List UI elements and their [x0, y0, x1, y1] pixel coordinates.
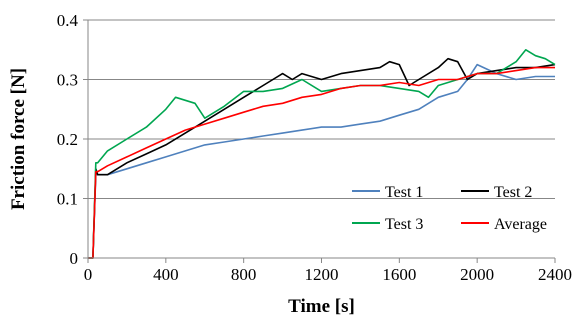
y-tick-label: 0.2	[57, 130, 78, 149]
legend-label-test-1: Test 1	[385, 184, 423, 201]
x-tick-label: 1600	[382, 265, 416, 284]
legend-label-test-2: Test 2	[494, 184, 532, 201]
x-tick-label: 400	[153, 265, 179, 284]
y-tick-label: 0	[70, 249, 79, 268]
gridlines	[88, 19, 555, 199]
legend-label-test-3: Test 3	[385, 216, 423, 233]
series-line-average	[88, 66, 555, 259]
legend-label-average: Average	[494, 216, 547, 233]
x-tick-label: 1200	[305, 265, 339, 284]
y-tick-label: 0.4	[57, 11, 79, 30]
y-tick-label: 0.3	[57, 71, 78, 90]
x-tick-label: 2000	[460, 265, 494, 284]
series-line-test-1	[88, 63, 555, 259]
y-axis-label: Friction force [N]	[8, 68, 29, 210]
tick-labels: 0 0.1 0.2 0.3 0.4 0 400 800 1200 1600 2000 2400	[57, 11, 572, 284]
legend: Test 1 Test 2 Test 3 Average	[352, 184, 547, 233]
x-axis-label: Time [s]	[288, 296, 355, 317]
axes	[83, 19, 556, 263]
y-tick-label: 0.1	[57, 190, 78, 209]
x-tick-label: 0	[84, 265, 93, 284]
series-group	[88, 48, 556, 259]
series-line-test-3	[88, 48, 556, 259]
x-tick-label: 2400	[538, 265, 572, 284]
series-line-test-2	[88, 57, 556, 259]
x-tick-label: 800	[231, 265, 257, 284]
